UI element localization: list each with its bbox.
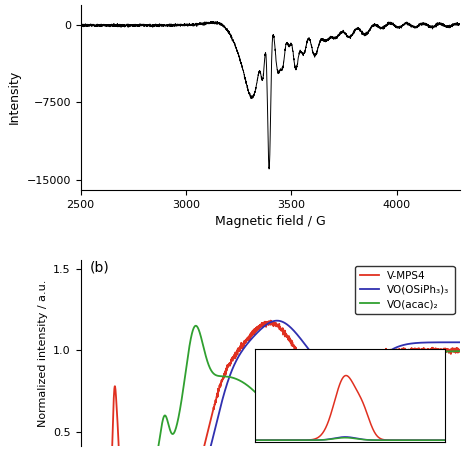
- VO(OSiPh₃)₃: [274, 318, 280, 324]
- V-MPS4: [376, 350, 382, 356]
- VO(OSiPh₃)₃: [252, 332, 258, 338]
- Y-axis label: Normalized intensity / a.u.: Normalized intensity / a.u.: [37, 279, 48, 427]
- V-MPS4: [262, 319, 268, 325]
- Line: VO(acac)₂: VO(acac)₂: [81, 326, 460, 474]
- V-MPS4: [268, 318, 273, 323]
- Legend: V-MPS4, VO(OSiPh₃)₃, VO(acac)₂: V-MPS4, VO(OSiPh₃)₃, VO(acac)₂: [355, 265, 455, 314]
- V-MPS4: [457, 348, 463, 354]
- Y-axis label: Intensity: Intensity: [8, 70, 21, 125]
- Line: VO(OSiPh₃)₃: VO(OSiPh₃)₃: [81, 321, 460, 474]
- VO(OSiPh₃)₃: [446, 339, 452, 345]
- VO(acac)₂: [193, 323, 199, 328]
- VO(acac)₂: [262, 400, 268, 405]
- VO(acac)₂: [252, 389, 258, 395]
- V-MPS4: [446, 350, 452, 356]
- VO(OSiPh₃)₃: [376, 356, 382, 362]
- Text: (b): (b): [90, 261, 110, 275]
- VO(acac)₂: [446, 348, 452, 354]
- VO(acac)₂: [376, 355, 382, 361]
- VO(acac)₂: [457, 348, 463, 354]
- Line: V-MPS4: V-MPS4: [81, 320, 460, 474]
- VO(OSiPh₃)₃: [457, 339, 463, 345]
- X-axis label: Magnetic field / G: Magnetic field / G: [215, 215, 326, 228]
- VO(OSiPh₃)₃: [262, 323, 268, 328]
- V-MPS4: [446, 348, 452, 354]
- VO(acac)₂: [446, 348, 452, 354]
- VO(OSiPh₃)₃: [446, 339, 452, 345]
- V-MPS4: [252, 327, 258, 332]
